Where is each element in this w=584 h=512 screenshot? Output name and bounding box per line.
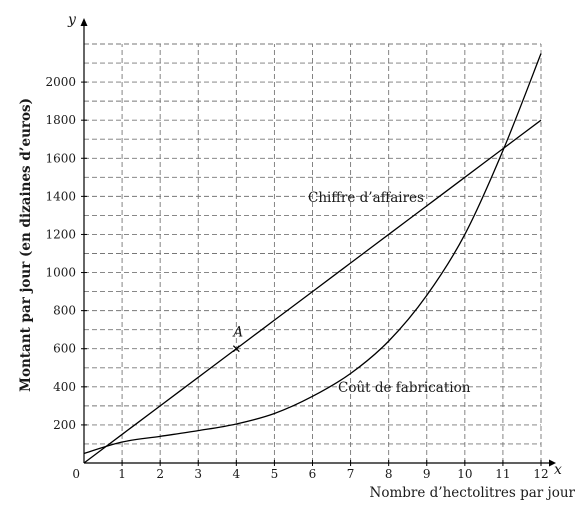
x-tick-label: 3 bbox=[194, 467, 202, 481]
y-axis-letter: y bbox=[67, 12, 77, 28]
y-tick-label: 2000 bbox=[45, 75, 76, 89]
y-tick-label: 1600 bbox=[45, 151, 76, 165]
point-marker-A bbox=[232, 345, 240, 353]
series-line-chiffre-affaires bbox=[83, 119, 542, 464]
origin-label: 0 bbox=[72, 467, 80, 481]
x-tick-label: 2 bbox=[156, 467, 164, 481]
x-tick-label: 9 bbox=[423, 467, 431, 481]
y-tick-label: 1400 bbox=[45, 189, 76, 203]
x-tick-label: 12 bbox=[533, 467, 548, 481]
series-label-cout-fabrication: Coût de fabrication bbox=[338, 380, 471, 396]
x-tick-label: 11 bbox=[495, 467, 510, 481]
y-tick-label: 400 bbox=[53, 380, 76, 394]
x-tick-label: 10 bbox=[457, 467, 472, 481]
x-tick-label: 7 bbox=[347, 467, 355, 481]
series-group bbox=[83, 53, 542, 464]
tick-labels: 1 2 3 4 5 6 7 8 9 10 11 122004006008001000120014001… bbox=[45, 75, 548, 481]
x-tick-label: 1 bbox=[118, 467, 126, 481]
y-tick-label: 600 bbox=[53, 342, 76, 356]
y-tick-label: 800 bbox=[53, 304, 76, 318]
series-label-chiffre-affaires: Chiffre d’affaires bbox=[308, 190, 424, 206]
x-tick-label: 6 bbox=[309, 467, 317, 481]
y-tick-label: 200 bbox=[53, 418, 76, 432]
x-axis-arrowhead bbox=[549, 459, 556, 467]
x-axis-label: Nombre d’hectolitres par jour bbox=[370, 485, 576, 501]
y-axis-arrowhead bbox=[80, 18, 88, 26]
y-tick-label: 1000 bbox=[45, 266, 76, 280]
grid bbox=[84, 43, 542, 463]
y-tick-label: 1800 bbox=[45, 113, 76, 127]
series-line-cout-fabrication bbox=[83, 53, 542, 455]
axes bbox=[80, 18, 556, 467]
x-tick-label: 5 bbox=[271, 467, 279, 481]
point-label-A: A bbox=[231, 325, 243, 341]
point-marks: A bbox=[231, 325, 243, 353]
x-tick-label: 8 bbox=[385, 467, 393, 481]
x-axis-letter: x bbox=[554, 462, 562, 478]
x-tick-label: 4 bbox=[233, 467, 241, 481]
y-tick-label: 1200 bbox=[45, 227, 76, 241]
y-axis-label: Montant par jour (en dizaines d’euros) bbox=[18, 98, 34, 392]
